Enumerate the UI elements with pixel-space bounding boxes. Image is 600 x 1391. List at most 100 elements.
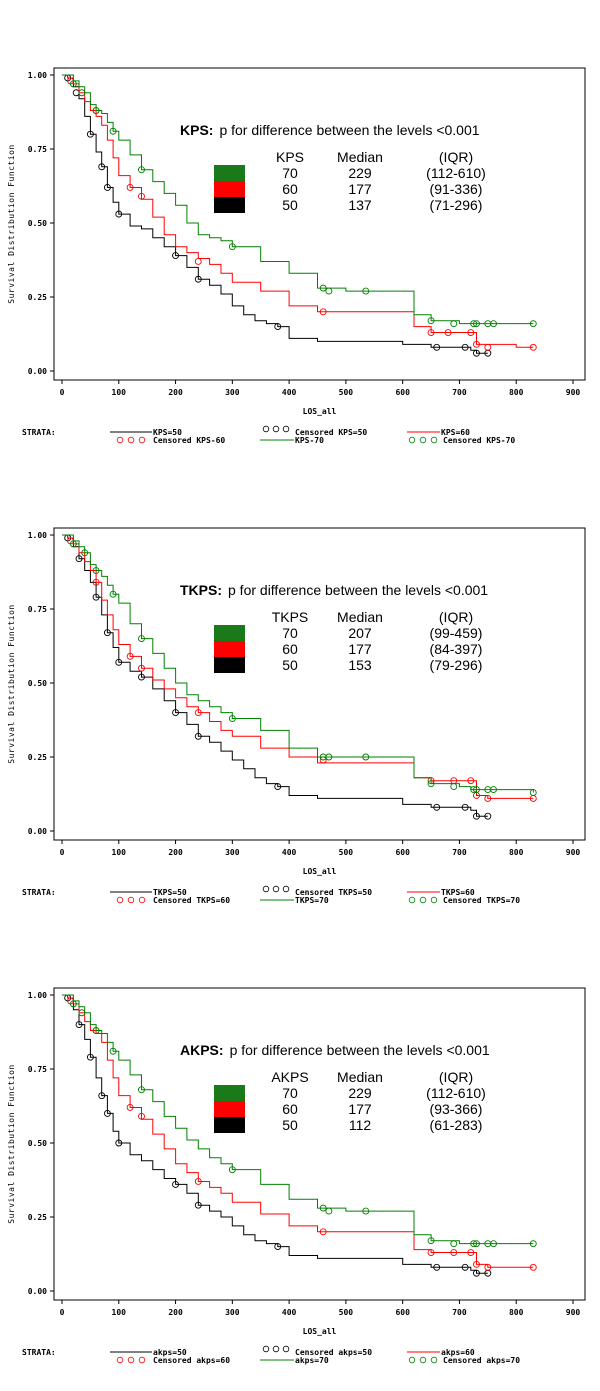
censored-marker [92,1027,100,1034]
censored-marker [138,673,145,681]
censored-marker [194,709,202,717]
y-tick-label: 0.00 [28,1287,47,1296]
legend-marker-swatch [127,896,135,904]
legend-item: Censored KPS-60 [153,436,225,445]
y-axis-label: Survival Distribution Function [7,1064,16,1224]
legend-strata-label: STRATA: [22,888,56,897]
censored-marker [484,343,492,351]
legend-marker-swatch [116,1356,124,1364]
table-header: AKPS [271,1069,308,1085]
legend-marker-swatch [282,885,290,893]
legend-item: TKPS=60 [441,888,475,897]
legend-marker-swatch [262,1345,270,1353]
censored-marker [325,287,333,295]
y-tick-label: 0.00 [28,367,47,376]
legend-item: Censored KPS=50 [295,428,367,437]
legend-marker-swatch [272,885,280,893]
censored-marker [92,593,100,601]
table-level: 60 [282,1101,298,1117]
censored-marker [529,1240,537,1248]
km-chart-tkps: 0.00 0.25 0.50 0.75 1.00 0 100 200 300 400 500 600 7… [7,527,586,905]
y-tick-label: 0.75 [28,1065,47,1074]
x-tick-label: 100 [112,1308,127,1317]
censored-marker [319,1228,327,1236]
table-header: KPS [276,149,304,165]
censored-marker [138,192,145,200]
x-tick-label: 700 [452,388,467,397]
legend-item: akps=50 [153,1348,187,1357]
table-iqr: (112-610) [426,1085,486,1101]
legend-item: TKPS=70 [295,896,329,905]
x-tick-label: 900 [566,388,581,397]
censored-marker [103,184,111,191]
censored-marker [115,1139,123,1147]
y-axis-label: Survival Distribution Function [7,144,16,304]
x-tick-label: 800 [509,388,524,397]
legend-marker-swatch [127,1356,135,1364]
censored-marker [194,275,202,283]
censored-marker [490,1240,497,1248]
table-median: 229 [348,1085,372,1101]
x-tick-label: 700 [452,1308,467,1317]
x-axis-label: LOS_all [303,867,337,876]
censored-marker [319,308,327,316]
legend-marker-swatch [272,425,280,433]
censored-marker [274,1243,282,1251]
censored-marker [103,629,111,637]
legend-marker-swatch [138,1356,146,1364]
x-tick-label: 200 [168,388,183,397]
censored-marker [78,1009,86,1017]
y-tick-label: 0.25 [28,1213,47,1222]
censored-marker [228,715,236,722]
table-iqr: (84-397) [430,641,483,657]
legend-item: akps=70 [295,1356,329,1365]
level-color-swatch [214,657,245,673]
table-median: 177 [348,641,372,657]
y-tick-label: 1.00 [28,71,47,80]
table-median: 177 [348,1101,372,1117]
km-chart-akps: 0.00 0.25 0.50 0.75 1.00 0 100 200 300 400 500 600 7… [7,987,586,1365]
y-tick-label: 0.25 [28,753,47,762]
x-tick-label: 400 [282,848,297,857]
censored-marker [362,1207,370,1215]
censored-marker [319,1204,327,1212]
censored-marker [138,664,145,672]
survival-curve-TKPS=50 [62,534,488,817]
censored-marker [228,243,236,251]
censored-marker [450,1249,458,1256]
censored-marker [450,320,458,328]
x-tick-label: 0 [60,1308,65,1317]
censored-marker [138,1086,145,1094]
censored-marker [529,343,537,351]
censored-marker [473,1260,480,1268]
survival-curve-akps=60 [62,994,534,1268]
censored-marker [75,555,83,563]
censored-marker [490,320,497,328]
legend-marker-swatch [282,1345,290,1353]
censored-marker [362,753,370,761]
level-color-swatch [214,1085,245,1101]
censored-marker [274,323,282,331]
plot-frame [53,987,586,1301]
legend-item: Censored akps=70 [443,1356,520,1365]
censored-marker [86,1053,94,1061]
censored-marker [433,1263,441,1271]
censored-marker [126,652,134,660]
legend-item: akps=60 [441,1348,475,1357]
chart-title-bold: KPS: [180,122,213,138]
censored-marker [138,166,145,174]
chart-title: TKPS: p for difference between the levels… [180,582,488,598]
table-header: Median [337,609,383,625]
censored-marker [529,320,537,328]
censored-marker [92,578,100,586]
survival-curve-KPS=60 [62,74,534,348]
x-tick-label: 900 [566,848,581,857]
table-header: (IQR) [439,1069,473,1085]
censored-marker [138,1112,145,1120]
legend-item: Censored TKPS=70 [443,896,520,905]
legend-marker-swatch [408,896,416,904]
censored-marker [78,89,86,97]
censored-marker [484,812,492,820]
level-color-swatch [214,165,245,181]
censored-marker [470,1240,478,1248]
